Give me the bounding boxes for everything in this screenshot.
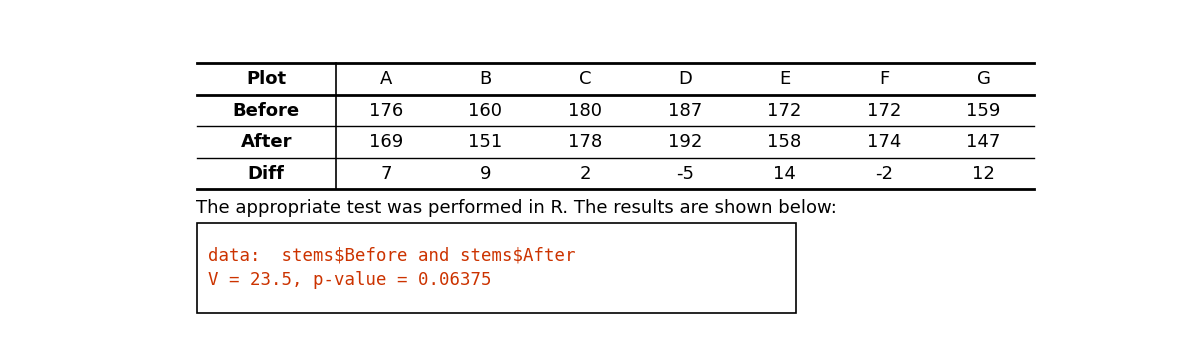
Text: A: A bbox=[379, 70, 392, 88]
Text: Plot: Plot bbox=[246, 70, 287, 88]
Text: 172: 172 bbox=[866, 102, 901, 120]
Text: Before: Before bbox=[233, 102, 300, 120]
Text: F: F bbox=[878, 70, 889, 88]
Text: 169: 169 bbox=[368, 133, 403, 151]
Text: -5: -5 bbox=[676, 165, 694, 183]
Text: 147: 147 bbox=[966, 133, 1001, 151]
Bar bbox=[197, 223, 797, 313]
Text: 2: 2 bbox=[580, 165, 590, 183]
Text: 192: 192 bbox=[667, 133, 702, 151]
Text: 176: 176 bbox=[368, 102, 403, 120]
Text: 151: 151 bbox=[468, 133, 503, 151]
Text: Diff: Diff bbox=[248, 165, 284, 183]
Text: 180: 180 bbox=[568, 102, 602, 120]
Text: The appropriate test was performed in R. The results are shown below:: The appropriate test was performed in R.… bbox=[197, 199, 838, 217]
Text: G: G bbox=[977, 70, 991, 88]
Text: 178: 178 bbox=[568, 133, 602, 151]
Text: E: E bbox=[779, 70, 790, 88]
Text: 187: 187 bbox=[667, 102, 702, 120]
Text: D: D bbox=[678, 70, 691, 88]
Text: B: B bbox=[479, 70, 492, 88]
Text: 160: 160 bbox=[468, 102, 503, 120]
Text: 158: 158 bbox=[767, 133, 802, 151]
Text: 9: 9 bbox=[480, 165, 491, 183]
Text: 174: 174 bbox=[866, 133, 901, 151]
Text: 172: 172 bbox=[767, 102, 802, 120]
Text: 159: 159 bbox=[966, 102, 1001, 120]
Text: After: After bbox=[240, 133, 292, 151]
Text: data:  stems\$Before and stems\$After: data: stems\$Before and stems\$After bbox=[208, 247, 575, 265]
Text: 14: 14 bbox=[773, 165, 796, 183]
Text: -2: -2 bbox=[875, 165, 893, 183]
Text: 7: 7 bbox=[380, 165, 391, 183]
Text: V = 23.5, p-value = 0.06375: V = 23.5, p-value = 0.06375 bbox=[208, 271, 491, 289]
Text: 12: 12 bbox=[972, 165, 995, 183]
Text: C: C bbox=[578, 70, 592, 88]
